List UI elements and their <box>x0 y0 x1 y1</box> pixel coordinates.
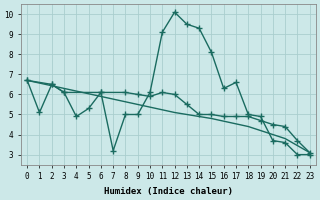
X-axis label: Humidex (Indice chaleur): Humidex (Indice chaleur) <box>104 187 233 196</box>
